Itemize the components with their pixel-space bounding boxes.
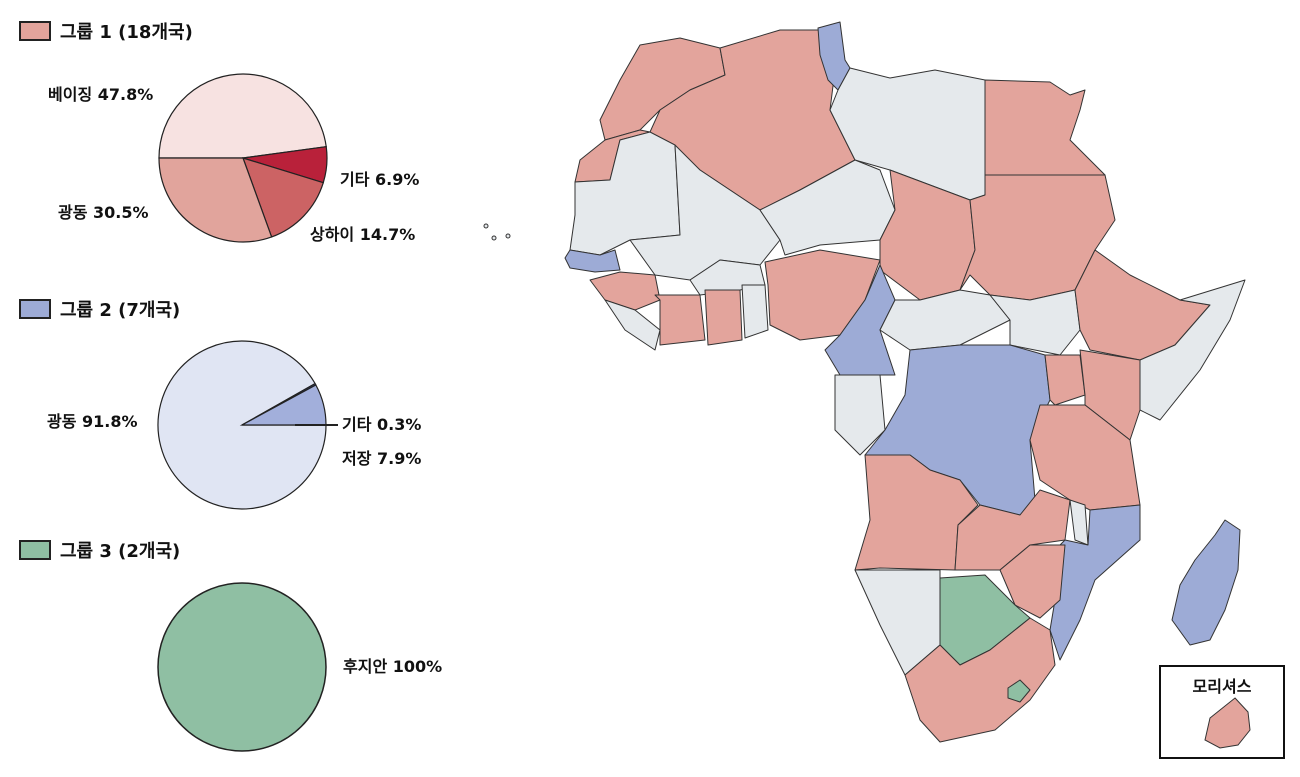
africa-map: [483, 21, 1246, 743]
map-country-somalia: [1139, 279, 1246, 421]
map-country-mauritius: [1204, 697, 1251, 749]
pie-slice-beijing: [158, 73, 327, 159]
legend-swatch-group-1: [19, 21, 51, 41]
pie-slice-shanghai: [242, 157, 325, 238]
map-island-cape-verde-2: [491, 235, 497, 241]
pie-label-fujian: 후지안 100%: [343, 657, 442, 676]
map-country-cote-divoire: [654, 294, 706, 346]
legend-label-group-1: 그룹 1 (18개국): [60, 22, 193, 43]
pie-chart-group-1: 베이징 47.8% 기타 6.9% 상하이 14.7% 광동 30.5%: [48, 73, 419, 244]
pie-slice-fujian: [157, 582, 327, 752]
pie-chart-group-2: 광동 91.8% 기타 0.3% 저장 7.9%: [47, 340, 421, 510]
map-country-mozambique: [1044, 504, 1141, 661]
map-country-egypt: [984, 79, 1106, 176]
legend-swatch-group-3: [19, 540, 51, 560]
pie-label-other: 기타 6.9%: [340, 170, 419, 189]
map-country-gabon: [834, 374, 886, 456]
legend-label-group-3: 그룹 3 (2개국): [60, 541, 180, 562]
pie-label-beijing: 베이징 47.8%: [48, 85, 153, 104]
mauritius-inset-label: 모리셔스: [1193, 677, 1252, 696]
legend-group-2: 그룹 2 (7개국): [19, 299, 180, 321]
map-country-uganda: [1044, 354, 1086, 406]
map-country-south-sudan: [989, 289, 1081, 356]
pie-label-shanghai: 상하이 14.7%: [310, 225, 415, 244]
legend-group-1: 그룹 1 (18개국): [19, 21, 193, 43]
map-island-cape-verde-1: [483, 223, 489, 229]
pie-label-other: 기타 0.3%: [342, 415, 421, 434]
legend-swatch-group-2: [19, 299, 51, 319]
legend-group-3: 그룹 3 (2개국): [19, 540, 180, 562]
map-country-malawi: [1069, 499, 1089, 546]
map-country-ghana: [704, 289, 743, 346]
map-country-senegal: [564, 249, 621, 273]
map-country-south-africa: [904, 617, 1056, 743]
map-country-benin: [741, 284, 769, 339]
map-country-car: [879, 289, 1011, 351]
map-country-zambia: [954, 489, 1071, 571]
map-island-cape-verde-3: [505, 233, 511, 239]
pie-slice-guangdong: [158, 157, 273, 243]
mauritius-inset: 모리셔스: [1159, 665, 1285, 759]
legend-label-group-2: 그룹 2 (7개국): [60, 300, 180, 321]
map-country-lesotho: [1007, 679, 1031, 703]
pie-label-guangdong: 광동 91.8%: [47, 412, 138, 431]
pie-label-zhejiang: 저장 7.9%: [342, 449, 421, 468]
pie-chart-group-3: 후지안 100%: [157, 582, 442, 752]
map-country-madagascar: [1171, 519, 1241, 646]
map-country-guinea: [589, 271, 661, 311]
map-country-liberia: [604, 299, 661, 351]
pie-label-guangdong: 광동 30.5%: [58, 203, 149, 222]
